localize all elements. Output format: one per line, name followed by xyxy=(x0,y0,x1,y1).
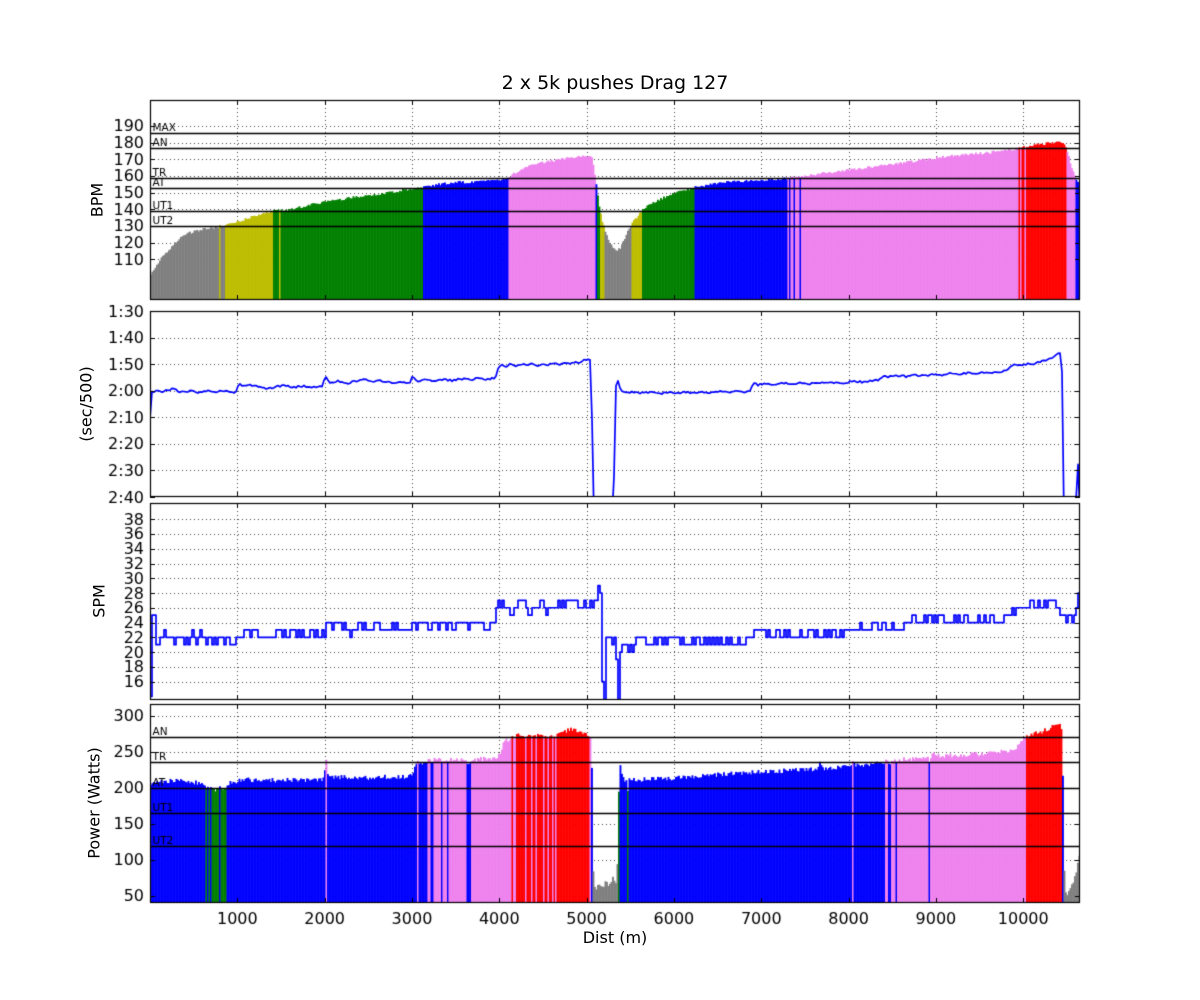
y-axis-label-bpm: BPM xyxy=(87,182,107,218)
y-axis-label-spm: SPM xyxy=(89,584,109,618)
x-axis-label: Dist (m) xyxy=(582,928,648,947)
chart-title: 2 x 5k pushes Drag 127 xyxy=(501,72,729,94)
y-axis-label-power: Power (Watts) xyxy=(84,747,104,859)
y-axis-label-pace: (sec/500) xyxy=(76,366,96,442)
